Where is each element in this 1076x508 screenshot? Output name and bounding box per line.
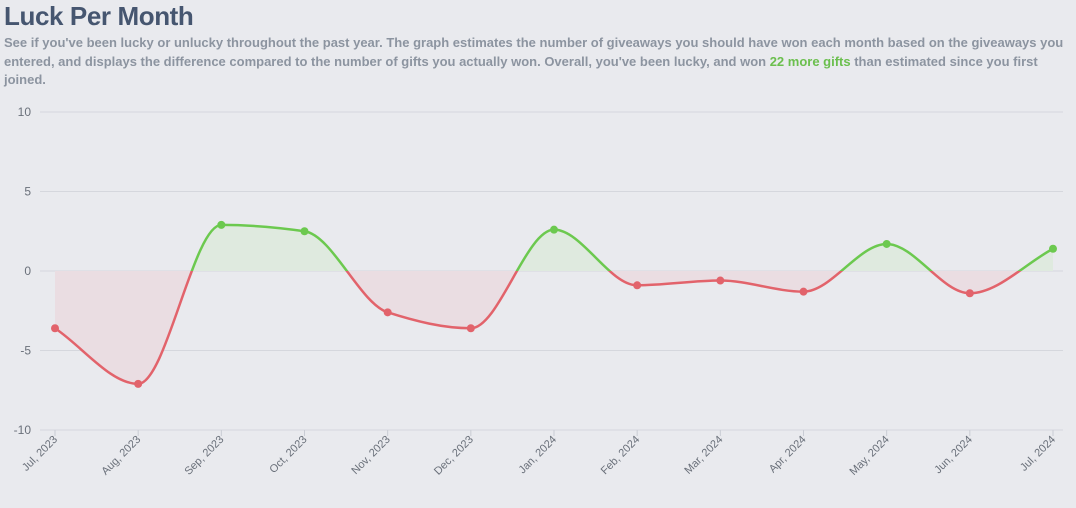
data-point[interactable]: [383, 308, 392, 317]
data-point[interactable]: [716, 276, 725, 285]
area-fill: [55, 224, 1053, 384]
data-point[interactable]: [799, 287, 808, 296]
x-axis: Jul, 2023 Aug, 2023 Sep, 2023 Oct, 2023 Nov,…: [20, 430, 1058, 478]
description-text-end: than estimated since you first joined.: [4, 53, 1038, 88]
x-tick-label: Jan, 2024: [516, 434, 559, 477]
chart-description: See if you've been lucky or unlucky thro…: [4, 34, 1064, 90]
y-axis: 10 5 0 -5 -10: [14, 105, 32, 437]
y-tick-label: -10: [14, 423, 32, 437]
data-point[interactable]: [300, 227, 309, 236]
data-point[interactable]: [1049, 244, 1057, 253]
data-point[interactable]: [51, 324, 59, 333]
more-gifts-highlight: 22 more gifts: [769, 53, 851, 69]
x-tick-label: Jul, 2024: [1018, 434, 1058, 474]
data-point[interactable]: [217, 220, 226, 229]
negative-area: [55, 271, 1053, 384]
x-tick-label: Apr, 2024: [767, 434, 809, 476]
x-tick-label: Dec, 2023: [432, 434, 476, 478]
x-tick-label: Mar, 2024: [682, 434, 725, 477]
x-tick-label: Aug, 2023: [99, 434, 143, 478]
data-point[interactable]: [882, 239, 891, 248]
y-tick-label: 5: [24, 185, 31, 199]
y-tick-label: 0: [24, 264, 31, 278]
y-tick-label: -5: [20, 344, 31, 358]
x-tick-label: Sep, 2023: [183, 434, 227, 478]
data-point[interactable]: [466, 324, 475, 333]
description-text: See if you've been lucky or unlucky thro…: [4, 35, 1064, 69]
data-point[interactable]: [965, 289, 974, 298]
data-point[interactable]: [134, 379, 143, 388]
data-points: [51, 220, 1057, 388]
positive-area: [55, 224, 1053, 271]
page-title: Luck Per Month: [4, 1, 194, 31]
x-tick-label: Feb, 2024: [599, 434, 643, 478]
x-tick-label: May, 2024: [848, 434, 892, 478]
x-tick-label: Oct, 2023: [267, 434, 309, 476]
data-point[interactable]: [633, 281, 642, 290]
y-tick-label: 10: [18, 105, 32, 119]
x-tick-label: Jun, 2024: [932, 434, 975, 477]
data-point[interactable]: [550, 225, 558, 234]
x-tick-label: Nov, 2023: [349, 434, 392, 477]
x-tick-label: Jul, 2023: [20, 434, 60, 474]
